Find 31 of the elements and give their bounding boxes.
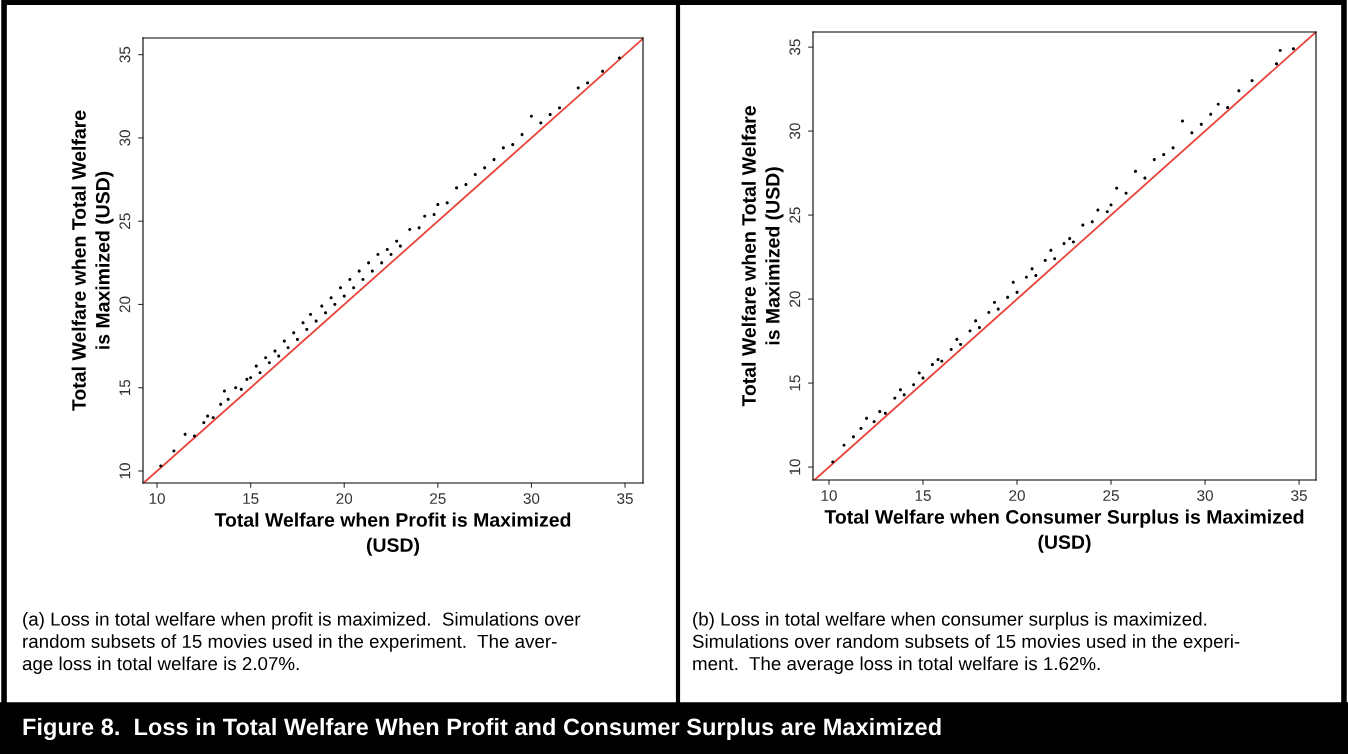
- x-tick-label: 25: [430, 493, 446, 504]
- x-tick-label: 35: [1291, 490, 1307, 501]
- y-tick-label: 30: [119, 130, 131, 146]
- y-tick-label: 10: [789, 459, 801, 475]
- x-tick-label: 10: [149, 493, 165, 504]
- y-tick-label: 25: [789, 207, 801, 223]
- y-tick-label: 10: [119, 463, 131, 479]
- y-tick-label: 15: [119, 379, 131, 396]
- y-tick-label: 35: [119, 46, 131, 63]
- y-tick-label: 15: [789, 375, 801, 391]
- x-axis-title: Total Welfare when Consumer Surplus is Maximized (USD): [824, 509, 1304, 553]
- x-tick-label: 25: [1103, 490, 1119, 501]
- y-axis-title: Total Welfare when Total Welfare is Maximized (USD): [71, 110, 114, 411]
- y-tick-label: 35: [789, 39, 801, 56]
- x-tick-label: 20: [1009, 490, 1025, 501]
- y-tick-label: 20: [119, 296, 131, 313]
- x-tick-label: 35: [617, 493, 633, 504]
- y-tick-label: 30: [789, 123, 801, 140]
- text: Figure 8. Loss in Total Welfare When Profit and Consumer Surplus are Maximized: [23, 717, 941, 741]
- text: (b) Loss in total welfare when consumer surplus is maximized. Simulations over random subsets of 15 movies used in the experi- ment. The average loss in total welfare is 1.62%.: [692, 612, 1240, 674]
- y-tick-label: 25: [119, 213, 131, 229]
- text: (a) Loss in total welfare when profit is maximized. Simulations over random subsets of 15 movies used in the experiment. The aver- age loss in total welfare is 2.07%.: [22, 612, 581, 674]
- x-tick-label: 15: [243, 493, 259, 504]
- x-tick-label: 15: [915, 490, 931, 501]
- x-tick-label: 10: [821, 490, 837, 501]
- x-tick-label: 30: [1197, 490, 1213, 501]
- x-tick-label: 30: [523, 493, 540, 504]
- y-tick-label: 20: [789, 291, 801, 307]
- x-axis-title: Total Welfare when Profit is Maximized (USD): [214, 512, 571, 556]
- y-axis-title: Total Welfare when Total Welfare is Maximized (USD): [741, 106, 784, 407]
- x-tick-label: 20: [336, 493, 353, 504]
